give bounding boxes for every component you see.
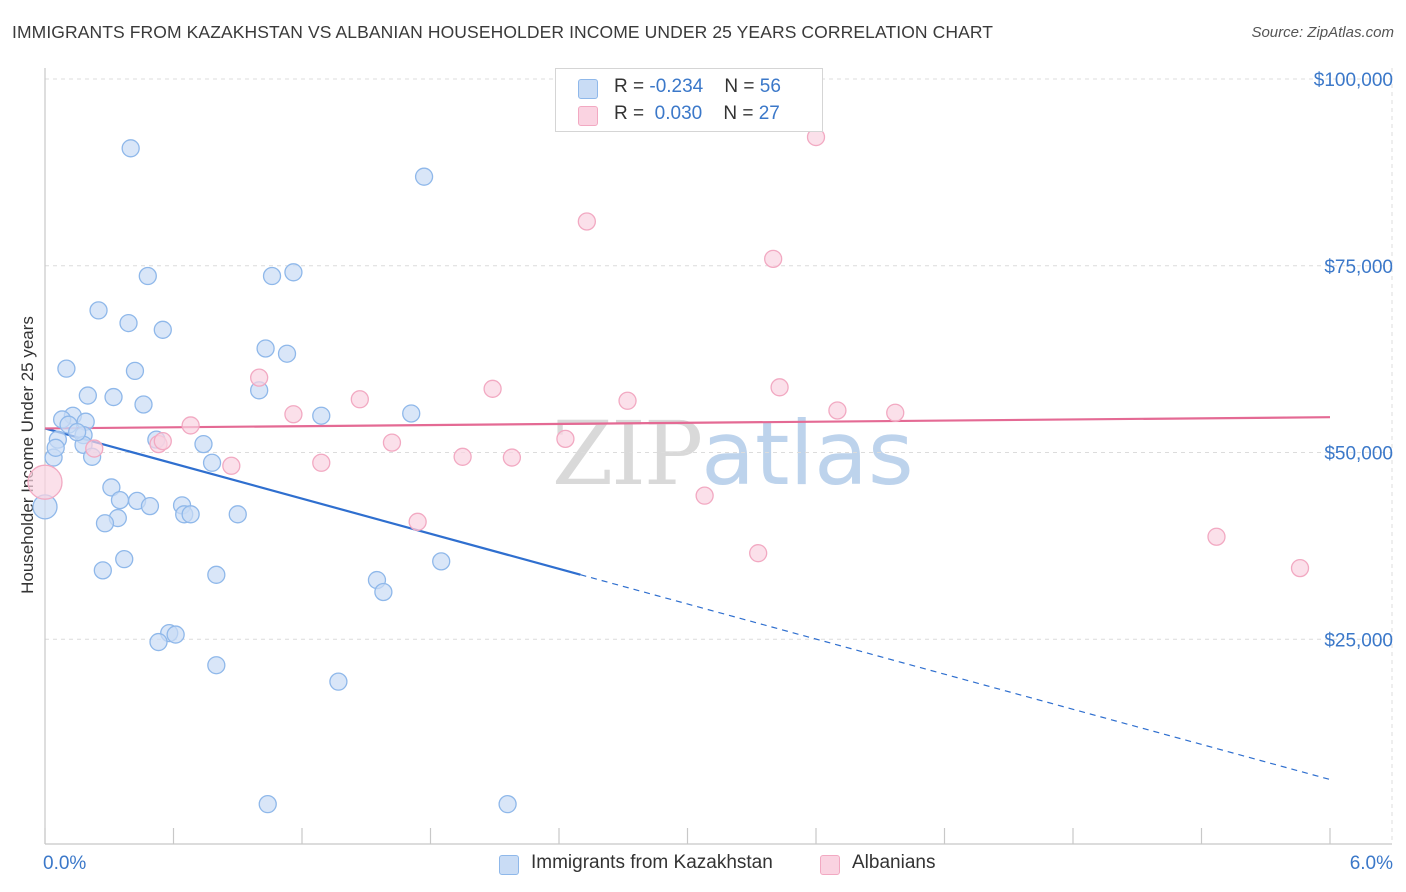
chart-title: IMMIGRANTS FROM KAZAKHSTAN VS ALBANIAN H… [12,22,994,42]
legend-n-value: 56 [759,76,781,97]
legend-r-value: -0.234 [649,76,704,97]
point-kazakhstan [402,404,421,423]
point-kazakhstan [194,434,213,454]
bottom-legend-swatch-albanians [820,855,840,875]
legend-swatch-albanians [578,106,598,126]
x-tick-label: 6.0% [1350,853,1393,874]
point-albanians [153,431,172,451]
point-kazakhstan [119,313,138,333]
point-albanians [350,390,369,409]
y-tick-labels: $25,000 $50,000 $75,000 $100,000 [1314,70,1393,651]
point-kazakhstan [284,263,303,282]
point-albanians [502,448,522,467]
point-kazakhstan [262,266,282,286]
point-albanians [284,405,303,424]
point-kazakhstan [181,505,200,524]
data-points [27,127,1310,814]
point-albanians [85,439,104,458]
legend-n-label: N = [724,76,760,97]
point-albanians [770,378,789,397]
point-kazakhstan [207,656,226,675]
bottom-legend-swatch-kazakhstan [499,855,519,875]
point-kazakhstan [115,549,134,569]
trend-line-kazakhstan [44,427,581,576]
point-kazakhstan [46,438,65,457]
y-tick-label: $100,000 [1314,70,1393,91]
y-tick-label: $50,000 [1324,444,1393,465]
point-albanians [556,429,575,449]
point-kazakhstan [228,505,247,524]
point-kazakhstan [104,387,123,407]
point-albanians [483,379,502,398]
point-albanians [408,512,427,531]
point-albanians [695,486,714,505]
point-kazakhstan [95,514,115,533]
point-kazakhstan [134,395,153,414]
point-albanians [577,212,596,231]
y-tick-label: $75,000 [1324,257,1393,278]
trend-lines [44,416,1331,781]
point-kazakhstan [138,266,157,286]
bottom-legend-label-albanians: Albanians [852,852,936,873]
point-kazakhstan [374,582,393,602]
point-albanians [181,416,200,435]
point-albanians [1207,527,1226,546]
point-kazakhstan [207,565,226,584]
point-albanians [764,249,783,268]
point-kazakhstan [312,406,331,425]
chart-source: Source: ZipAtlas.com [1251,24,1394,41]
point-kazakhstan [125,361,145,381]
axes [44,68,1392,845]
correlation-legend: R = -0.234 N = 56 R = 0.030 N = 27 [555,68,823,132]
legend-n-label: N = [723,103,759,124]
point-albanians [453,447,472,466]
point-kazakhstan [166,625,185,644]
point-kazakhstan [140,496,160,516]
point-kazakhstan [149,632,168,652]
x-tick-labels: 0.0% 6.0% [43,853,1393,874]
point-kazakhstan [57,359,76,378]
point-kazakhstan [110,490,130,510]
point-kazakhstan [277,344,297,363]
point-kazakhstan [256,339,275,358]
trend-line-kazakhstan-extension [580,574,1331,781]
bottom-legend-label-kazakhstan: Immigrants from Kazakhstan [531,852,773,873]
point-albanians [886,403,905,422]
point-kazakhstan [414,167,434,186]
point-kazakhstan [498,795,517,814]
gridlines [45,68,1393,844]
point-albanians [618,391,637,410]
legend-n-value: 27 [758,103,780,124]
point-kazakhstan [89,301,108,320]
legend-swatch-kazakhstan [578,79,598,99]
point-albanians [250,368,269,387]
point-kazakhstan [329,672,348,691]
point-albanians [312,453,331,472]
point-kazakhstan [102,478,121,497]
point-kazakhstan [153,320,172,339]
point-kazakhstan [432,552,451,571]
point-albanians [222,456,241,475]
point-albanians [382,433,402,452]
point-albanians [828,401,847,420]
trend-line-albanians [44,416,1331,430]
point-albanians [27,464,63,500]
point-kazakhstan [202,453,222,472]
point-kazakhstan [67,422,87,442]
point-kazakhstan [121,139,140,158]
point-kazakhstan [258,795,277,814]
legend-r-label: R = [614,76,650,97]
y-tick-label: $25,000 [1324,630,1393,651]
legend-r-value: 0.030 [654,103,703,124]
point-albanians [1290,558,1310,578]
x-tick-label: 0.0% [43,853,86,874]
point-kazakhstan [78,386,97,405]
point-albanians [749,544,768,563]
legend-r-label: R = [614,103,650,124]
point-kazakhstan [93,561,112,580]
